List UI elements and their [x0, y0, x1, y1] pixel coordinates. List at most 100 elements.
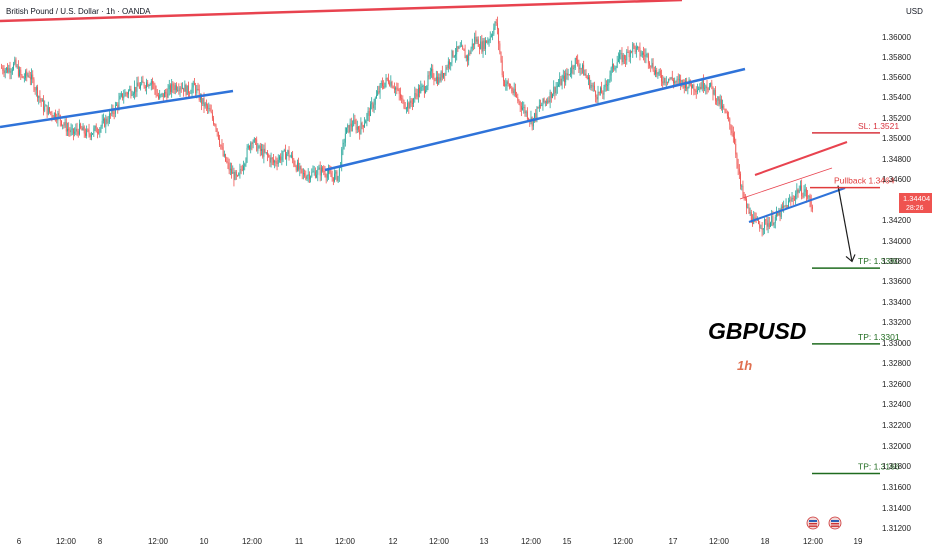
candle-body — [246, 147, 248, 160]
event-flag-icon[interactable] — [806, 516, 820, 530]
candle-body — [668, 78, 670, 83]
candle-body — [2, 68, 4, 71]
candle-body — [221, 145, 223, 148]
candle-body — [421, 85, 423, 87]
candle-body — [774, 216, 776, 224]
candle-body — [33, 79, 35, 90]
candle-body — [20, 69, 22, 75]
candle-body — [773, 223, 775, 225]
candle-body — [747, 207, 749, 209]
candle-body — [584, 73, 586, 76]
candle-body — [281, 156, 283, 161]
candle-body — [738, 168, 740, 174]
candle-body — [741, 185, 743, 187]
candle-body — [330, 172, 332, 177]
candle-body — [664, 78, 666, 83]
candle-body — [601, 87, 603, 94]
candle-body — [459, 46, 461, 48]
candle-body — [50, 111, 52, 113]
candle-body — [700, 86, 702, 89]
candle-body — [336, 171, 338, 181]
candle-body — [645, 54, 647, 57]
candle-body — [662, 81, 664, 84]
candle-body — [368, 110, 370, 116]
candle-body — [140, 84, 141, 89]
candle-body — [643, 52, 644, 55]
candle-body — [165, 91, 167, 94]
time-tick-label: 13 — [480, 537, 489, 546]
candle-body — [207, 105, 209, 109]
candle-body — [494, 21, 496, 28]
candle-body — [481, 41, 483, 52]
candle-body — [796, 189, 798, 194]
candle-body — [306, 176, 308, 179]
candle-body — [754, 217, 756, 219]
candle-body — [301, 168, 303, 174]
price-tick-label: 1.35600 — [882, 73, 911, 82]
candle-body — [637, 46, 638, 48]
candle-body — [546, 101, 547, 103]
candle-body — [435, 76, 437, 81]
candle-body — [70, 129, 72, 133]
candle-body — [417, 87, 419, 97]
candle-body — [201, 95, 203, 104]
candle-body — [634, 46, 636, 53]
candle-body — [275, 160, 277, 163]
candle-body — [135, 86, 137, 92]
candle-body — [319, 167, 321, 176]
candle-body — [293, 159, 295, 165]
candle-body — [347, 125, 349, 128]
candle-body — [679, 79, 680, 81]
candle-body — [726, 112, 728, 117]
candle-body — [313, 171, 315, 173]
candle-body — [367, 110, 369, 115]
candle-body — [155, 89, 157, 95]
candle-body — [156, 94, 158, 96]
candle-body — [759, 223, 761, 229]
candle-body — [411, 103, 413, 104]
candle-body — [641, 52, 643, 55]
candle-body — [268, 155, 270, 157]
candle-body — [299, 166, 301, 170]
candle-body — [215, 125, 217, 129]
candle-body — [164, 91, 165, 98]
candle-body — [428, 75, 430, 77]
candle-body — [708, 85, 710, 90]
candle-body — [526, 111, 528, 119]
candle-body — [507, 81, 509, 85]
candle-body — [408, 102, 410, 109]
candle-body — [525, 111, 527, 114]
candle-body — [44, 106, 46, 111]
candle-body — [758, 219, 759, 224]
candle-body — [622, 54, 624, 63]
event-flag-icon[interactable] — [828, 516, 842, 530]
candle-body — [785, 204, 787, 207]
candle-body — [625, 59, 626, 61]
candle-body — [188, 85, 189, 93]
candle-body — [407, 102, 409, 109]
candle-body — [674, 81, 676, 83]
candle-body — [429, 71, 431, 76]
candle-body — [88, 129, 90, 134]
candle-body — [610, 67, 612, 76]
candle-body — [644, 54, 646, 57]
candle-body — [257, 147, 259, 151]
candle-body — [693, 84, 695, 91]
candle-body — [404, 107, 406, 109]
candle-body — [540, 104, 541, 106]
candle-body — [631, 51, 632, 53]
candle-body — [41, 99, 43, 102]
candle-body — [370, 104, 371, 116]
candle-body — [229, 168, 231, 171]
candle-body — [518, 100, 520, 102]
candle-body — [45, 105, 47, 107]
candle-body — [87, 129, 89, 131]
tp-level-label: TP: 1.3301 — [858, 332, 900, 342]
candle-body — [462, 45, 464, 49]
candle-body — [614, 68, 616, 70]
candle-body — [168, 85, 170, 90]
candle-body — [366, 114, 368, 121]
candle-body — [475, 36, 477, 42]
price-tick-label: 1.32600 — [882, 380, 911, 389]
